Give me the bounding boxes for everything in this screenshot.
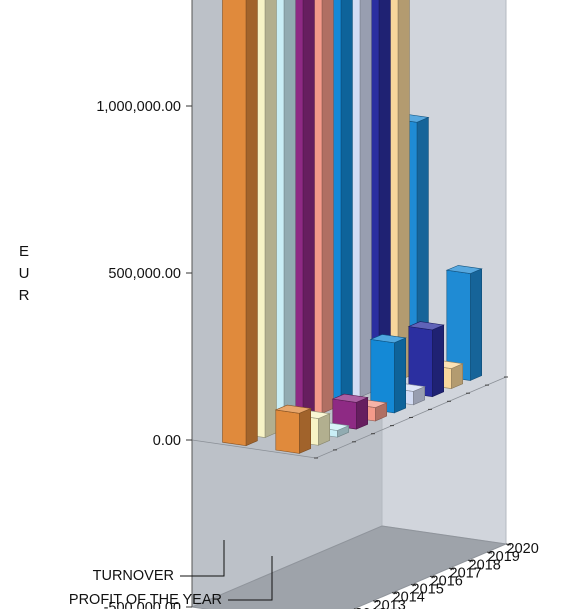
depth-tick-mark (372, 600, 379, 603)
bar-profit-2020 (445, 265, 483, 381)
bar-top-face (331, 393, 369, 403)
bar-side-face (340, 0, 353, 406)
category-leader-line (180, 540, 225, 577)
series-label-2012: 2012 (355, 606, 387, 609)
bar-front-face (222, 0, 247, 447)
series-label-2020: 2020 (507, 541, 539, 557)
bars (222, 0, 483, 454)
bar-side-face (378, 0, 391, 390)
bar-top-face (407, 321, 445, 331)
y-axis-title-letter: R (19, 287, 30, 304)
category-labels: TURNOVER PROFIT OF THE YEAR (69, 540, 273, 608)
series-label-2014: 2014 (393, 590, 425, 606)
series-label-2018: 2018 (469, 557, 501, 573)
bar-side-face (283, 0, 296, 430)
depth-tick-mark (448, 567, 455, 570)
series-label-2013: 2013 (374, 598, 406, 609)
bar-side-face (298, 408, 312, 454)
series-label-2015: 2015 (412, 582, 444, 598)
depth-tick-mark (486, 551, 493, 554)
category-leader-line (228, 556, 273, 601)
bar-top-face (445, 265, 483, 274)
depth-tick-mark (467, 559, 474, 562)
series-label-2019: 2019 (488, 549, 520, 565)
depth-tick-mark (429, 575, 436, 578)
series-label-2017: 2017 (450, 565, 482, 581)
bar-top-face (274, 404, 312, 414)
bar-side-face (264, 0, 277, 439)
depth-tick-mark (505, 543, 512, 546)
bar-top-face (369, 334, 407, 344)
bar-side-face (321, 0, 334, 414)
y-axis-title-letter: U (19, 265, 30, 282)
bar-side-face (393, 337, 407, 414)
y-axis-title-letter: E (19, 243, 29, 260)
y-tick-label: 0.00 (153, 433, 181, 449)
bar-side-face (317, 413, 331, 446)
category-label-turnover: TURNOVER (93, 568, 174, 584)
y-tick-label: -500,000.00 (104, 600, 181, 609)
depth-tick-mark (410, 584, 417, 586)
depth-tick-mark (391, 592, 398, 595)
bar-profit-2018 (407, 321, 445, 398)
y-tick-label: 1,000,000.00 (96, 99, 181, 115)
series-labels: 2011201220132014201520162017201820192020 (355, 541, 539, 609)
y-axis-title: EUR (19, 243, 30, 304)
series-label-2016: 2016 (431, 573, 463, 589)
bar-side-face (245, 0, 258, 447)
bar-side-face (469, 268, 483, 381)
bar-side-face (355, 397, 369, 430)
bar-front-face (275, 409, 300, 454)
y-tick-label: 500,000.00 (108, 266, 181, 282)
bar-side-face (302, 0, 315, 422)
bar-side-face (397, 0, 410, 382)
bar-profit-2016 (369, 334, 407, 414)
bar-turnover-2011 (222, 0, 258, 447)
y-axis: 2,000,000.001,500,000.001,000,000.00500,… (96, 99, 192, 609)
bar-side-face (431, 324, 445, 398)
bar-profit-2011 (274, 404, 312, 454)
bar-side-face (359, 0, 372, 398)
bar-profit-2014 (331, 393, 369, 430)
category-label-profit: PROFIT OF THE YEAR (69, 592, 222, 608)
depth-axis-ticks (314, 376, 512, 609)
